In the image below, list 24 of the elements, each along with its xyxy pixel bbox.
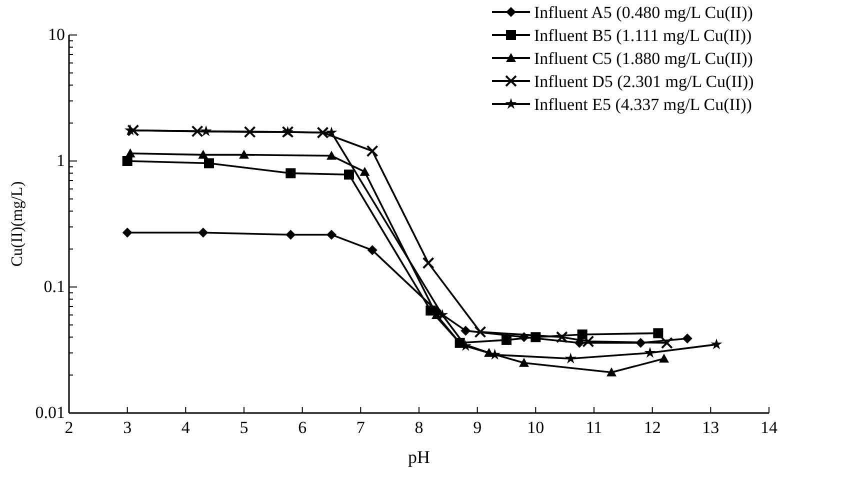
x-tick-label: 11	[586, 418, 602, 437]
x-tick-label: 5	[240, 418, 248, 437]
legend-label: Influent A5 (0.480 mg/L Cu(II))	[534, 3, 753, 22]
legend-label: Influent E5 (4.337 mg/L Cu(II))	[534, 95, 752, 114]
x-tick-label: 14	[760, 418, 778, 437]
x-tick-label: 10	[527, 418, 544, 437]
x-tick-label: 12	[644, 418, 661, 437]
x-tick-label: 7	[356, 418, 366, 437]
y-axis-title: Cu(II)(mg/L)	[9, 181, 26, 267]
legend-label: Influent B5 (1.111 mg/L Cu(II))	[534, 26, 752, 45]
x-tick-label: 9	[473, 418, 482, 437]
x-tick-label: 2	[64, 418, 74, 437]
legend-label: Influent C5 (1.880 mg/L Cu(II))	[534, 49, 753, 68]
y-tick-label: 1	[56, 151, 65, 170]
x-axis-title: pH	[408, 447, 430, 467]
x-tick-label: 13	[702, 418, 720, 437]
legend-label: Influent D5 (2.301 mg/L Cu(II))	[534, 72, 754, 91]
x-tick-label: 8	[414, 418, 424, 437]
x-tick-label: 4	[181, 418, 190, 437]
x-tick-label: 6	[298, 418, 307, 437]
y-tick-label: 0.01	[35, 403, 65, 422]
x-tick-label: 3	[123, 418, 132, 437]
y-tick-label: 10	[48, 25, 65, 44]
y-tick-label: 0.1	[44, 277, 65, 296]
